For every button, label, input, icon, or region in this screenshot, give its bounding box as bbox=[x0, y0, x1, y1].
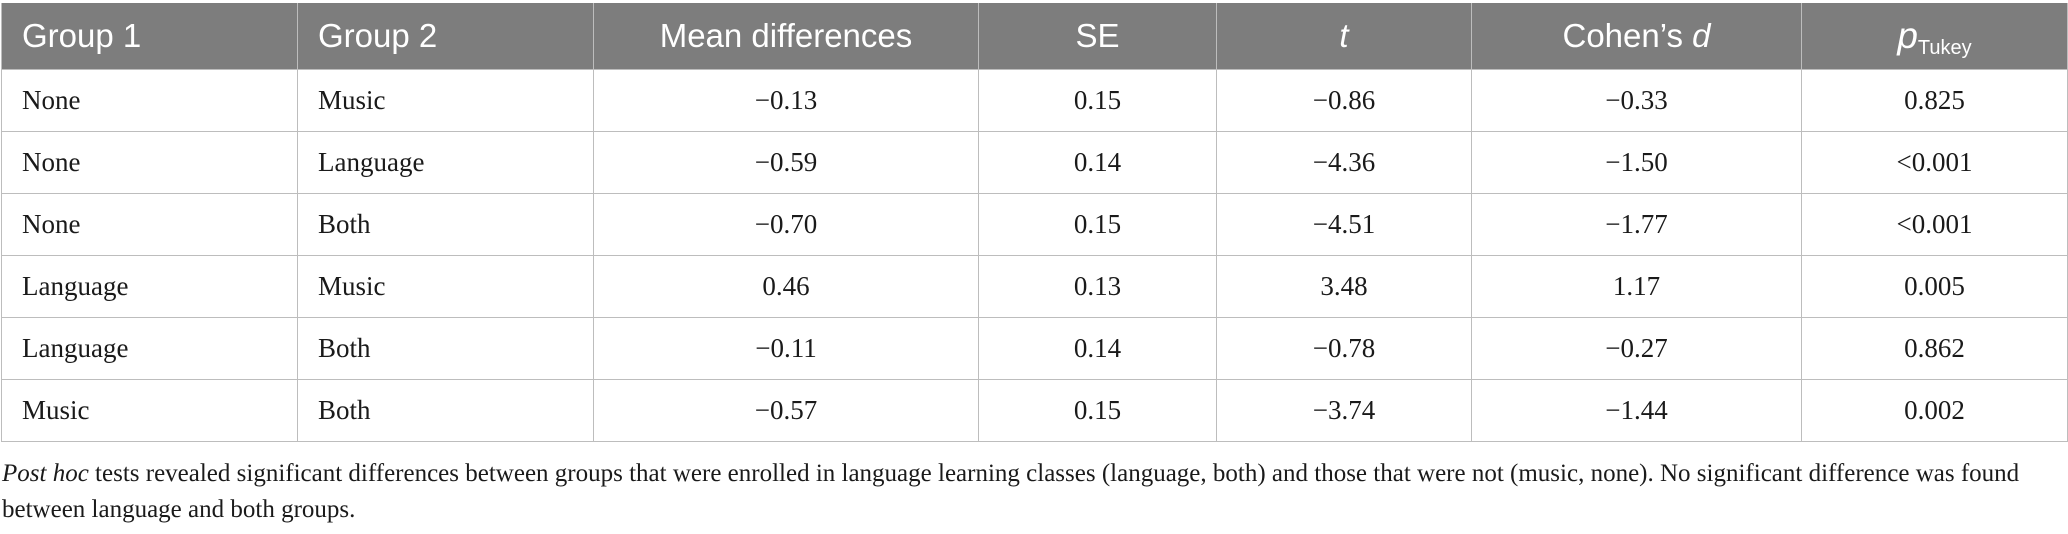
cell-group1: None bbox=[1, 131, 298, 194]
header-mean-differences: Mean differences bbox=[593, 3, 979, 70]
cell-group1: Language bbox=[1, 317, 298, 380]
cell-p-tukey: <0.001 bbox=[1801, 131, 2068, 194]
cell-group2: Music bbox=[297, 69, 594, 132]
cell-mean-difference: −0.57 bbox=[593, 379, 979, 442]
table-footnote: Post hoc tests revealed significant diff… bbox=[2, 456, 2062, 528]
cell-p-tukey: 0.825 bbox=[1801, 69, 2068, 132]
table-row: None Language −0.59 0.14 −4.36 −1.50 <0.001 bbox=[1, 131, 2068, 194]
header-p-tukey: pTukey bbox=[1801, 3, 2068, 70]
cell-se: 0.15 bbox=[978, 69, 1217, 132]
header-cohens-d-letter: d bbox=[1692, 17, 1711, 54]
table-body: None Music −0.13 0.15 −0.86 −0.33 0.825 None Lan… bbox=[1, 69, 2068, 442]
cell-mean-difference: −0.11 bbox=[593, 317, 979, 380]
table-row: Language Music 0.46 0.13 3.48 1.17 0.005 bbox=[1, 255, 2068, 318]
table-row: Music Both −0.57 0.15 −3.74 −1.44 0.002 bbox=[1, 379, 2068, 442]
cell-p-tukey: 0.005 bbox=[1801, 255, 2068, 318]
cell-se: 0.15 bbox=[978, 379, 1217, 442]
post-hoc-table: Group 1 Group 2 Mean differences SE t Co… bbox=[1, 3, 2068, 442]
table-row: None Music −0.13 0.15 −0.86 −0.33 0.825 bbox=[1, 69, 2068, 132]
cell-group2: Music bbox=[297, 255, 594, 318]
header-p-subscript: Tukey bbox=[1917, 37, 1972, 59]
cell-group2: Both bbox=[297, 379, 594, 442]
cell-group2: Both bbox=[297, 193, 594, 256]
cell-cohens-d: −1.50 bbox=[1471, 131, 1802, 194]
cell-mean-difference: −0.13 bbox=[593, 69, 979, 132]
cell-cohens-d: 1.17 bbox=[1471, 255, 1802, 318]
cell-mean-difference: −0.59 bbox=[593, 131, 979, 194]
footnote-lead: Post hoc bbox=[2, 460, 89, 487]
header-p-letter: p bbox=[1897, 15, 1918, 56]
cell-cohens-d: −1.77 bbox=[1471, 193, 1802, 256]
cell-mean-difference: −0.70 bbox=[593, 193, 979, 256]
header-group2: Group 2 bbox=[297, 3, 594, 70]
cell-se: 0.15 bbox=[978, 193, 1217, 256]
header-cohens-d: Cohen’s d bbox=[1471, 3, 1802, 70]
cell-se: 0.14 bbox=[978, 317, 1217, 380]
header-group1: Group 1 bbox=[1, 3, 298, 70]
table-row: None Both −0.70 0.15 −4.51 −1.77 <0.001 bbox=[1, 193, 2068, 256]
cell-group2: Both bbox=[297, 317, 594, 380]
cell-t: −0.78 bbox=[1216, 317, 1472, 380]
results-table-container: Group 1 Group 2 Mean differences SE t Co… bbox=[0, 3, 2068, 442]
cell-group1: Music bbox=[1, 379, 298, 442]
cell-group2: Language bbox=[297, 131, 594, 194]
header-cohens-prefix: Cohen’s bbox=[1562, 17, 1693, 54]
table-header-row: Group 1 Group 2 Mean differences SE t Co… bbox=[1, 3, 2068, 70]
cell-t: −3.74 bbox=[1216, 379, 1472, 442]
cell-se: 0.14 bbox=[978, 131, 1217, 194]
cell-t: −0.86 bbox=[1216, 69, 1472, 132]
cell-group1: Language bbox=[1, 255, 298, 318]
cell-t: 3.48 bbox=[1216, 255, 1472, 318]
footnote-text: tests revealed significant differences b… bbox=[2, 460, 2020, 523]
cell-se: 0.13 bbox=[978, 255, 1217, 318]
cell-cohens-d: −0.27 bbox=[1471, 317, 1802, 380]
cell-cohens-d: −0.33 bbox=[1471, 69, 1802, 132]
cell-p-tukey: 0.862 bbox=[1801, 317, 2068, 380]
cell-t: −4.51 bbox=[1216, 193, 1472, 256]
header-t: t bbox=[1216, 3, 1472, 70]
cell-mean-difference: 0.46 bbox=[593, 255, 979, 318]
table-row: Language Both −0.11 0.14 −0.78 −0.27 0.862 bbox=[1, 317, 2068, 380]
cell-group1: None bbox=[1, 69, 298, 132]
cell-group1: None bbox=[1, 193, 298, 256]
cell-p-tukey: 0.002 bbox=[1801, 379, 2068, 442]
cell-t: −4.36 bbox=[1216, 131, 1472, 194]
cell-p-tukey: <0.001 bbox=[1801, 193, 2068, 256]
cell-cohens-d: −1.44 bbox=[1471, 379, 1802, 442]
header-se: SE bbox=[978, 3, 1217, 70]
